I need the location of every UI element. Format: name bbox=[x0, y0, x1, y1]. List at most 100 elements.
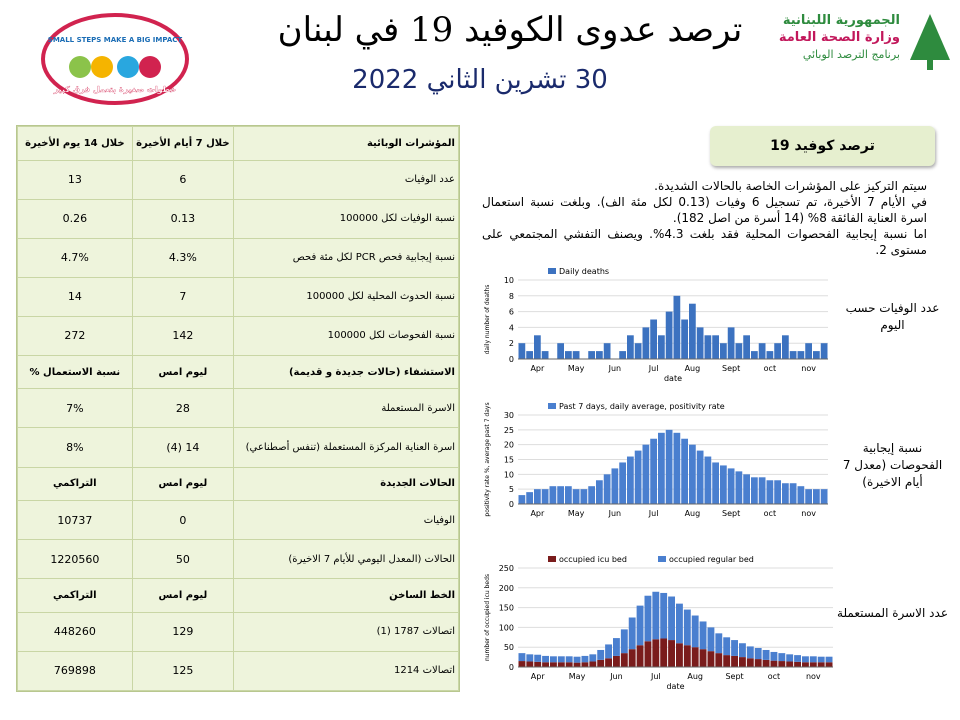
table-cell: الحالات (المعدل اليومي للأيام 7 الاخيرة) bbox=[233, 539, 459, 580]
table-row: 448260 129 اتصالات 1787 (1) bbox=[17, 611, 459, 652]
table-row: 7% 28 الاسرة المستعملة bbox=[17, 388, 459, 429]
table-cell: 10737 bbox=[17, 500, 133, 541]
bar bbox=[778, 661, 786, 667]
table-cell: 6 bbox=[131, 159, 235, 200]
table-row: 13 6 عدد الوفيات bbox=[17, 159, 459, 200]
bar bbox=[751, 351, 758, 359]
x-tick-label: Apr bbox=[530, 364, 545, 373]
y-axis-label: daily number of deaths bbox=[484, 285, 491, 355]
logo-icon bbox=[117, 56, 139, 78]
bar bbox=[774, 480, 781, 504]
bar bbox=[550, 656, 557, 663]
bar bbox=[762, 659, 770, 667]
figure: 0 5 10 15 20 25 30 positivity rate %, average p… bbox=[484, 402, 828, 518]
table-cell: 28 bbox=[131, 388, 235, 429]
table-cell: خلال 14 يوم الأخيرة bbox=[17, 126, 133, 161]
table-cell: 0.26 bbox=[17, 198, 133, 239]
bar bbox=[743, 335, 750, 359]
x-tick-label: Sept bbox=[725, 672, 743, 681]
bar bbox=[597, 659, 605, 667]
bar bbox=[636, 605, 644, 646]
bar bbox=[603, 343, 611, 359]
bar bbox=[673, 432, 681, 504]
bar bbox=[668, 596, 675, 641]
bar bbox=[605, 644, 612, 659]
x-tick-label: Jul bbox=[650, 672, 661, 681]
table-cell: (4) 14 bbox=[131, 427, 235, 468]
bar bbox=[712, 335, 719, 359]
legend-swatch bbox=[548, 268, 556, 274]
y-tick-label: 5 bbox=[509, 485, 514, 494]
logo-icon bbox=[69, 56, 91, 78]
x-tick-label: Jul bbox=[648, 509, 659, 518]
x-tick-label: oct bbox=[764, 509, 776, 518]
indicator-table: خلال 14 يوم الأخيرة خلال 7 أيام الأخيرة ال… bbox=[16, 125, 460, 692]
bar bbox=[634, 450, 642, 504]
y-axis-label: number of occupied icu beds bbox=[484, 574, 491, 661]
x-tick-label: Aug bbox=[685, 509, 701, 518]
ministry-line: الجمهورية اللبنانية bbox=[782, 13, 900, 28]
bar bbox=[789, 483, 797, 504]
bar bbox=[691, 647, 699, 667]
bar bbox=[825, 656, 833, 663]
bar bbox=[588, 486, 595, 504]
table-cell: 4.7% bbox=[17, 237, 133, 278]
table-cell: 50 bbox=[131, 539, 235, 580]
bar bbox=[573, 662, 581, 667]
bar bbox=[613, 655, 620, 667]
bar bbox=[518, 653, 526, 662]
bar bbox=[727, 327, 735, 359]
bar bbox=[557, 656, 565, 663]
bar bbox=[712, 462, 719, 504]
bar bbox=[696, 450, 704, 504]
bar bbox=[735, 471, 743, 504]
bar bbox=[589, 654, 597, 662]
bar bbox=[557, 662, 565, 667]
table-cell: 0.13 bbox=[131, 198, 235, 239]
bar bbox=[681, 438, 688, 504]
bar bbox=[620, 653, 628, 667]
bar bbox=[707, 627, 715, 652]
bar bbox=[597, 649, 605, 660]
bar bbox=[550, 662, 557, 667]
x-axis-label: date bbox=[664, 374, 682, 383]
table-cell: 142 bbox=[131, 315, 235, 356]
table-cell: التراكمي bbox=[17, 466, 133, 502]
bar bbox=[820, 489, 828, 504]
bar bbox=[518, 661, 526, 667]
x-tick-label: Jun bbox=[609, 672, 623, 681]
bar bbox=[782, 335, 789, 359]
bar bbox=[644, 595, 652, 642]
table-cell: 125 bbox=[131, 650, 235, 692]
bar bbox=[581, 655, 589, 663]
bar bbox=[707, 651, 715, 667]
bar bbox=[534, 335, 541, 359]
ministry-line: وزارة الصحة العامة bbox=[778, 30, 900, 45]
x-tick-label: Sept bbox=[722, 509, 740, 518]
bar bbox=[699, 649, 707, 667]
legend-swatch bbox=[658, 556, 666, 562]
bar bbox=[619, 351, 626, 359]
bar bbox=[565, 662, 573, 667]
y-tick-label: 10 bbox=[504, 276, 514, 285]
bar bbox=[786, 654, 794, 662]
bar bbox=[743, 474, 750, 504]
y-tick-label: 20 bbox=[504, 441, 514, 450]
table-cell: 448260 bbox=[17, 611, 133, 652]
bar bbox=[526, 661, 534, 667]
bar bbox=[620, 629, 628, 654]
bar bbox=[727, 468, 735, 504]
bar bbox=[652, 591, 660, 640]
bar bbox=[762, 649, 770, 660]
bar bbox=[720, 465, 727, 504]
logo-icon bbox=[139, 56, 161, 78]
summary-line: اما نسبة إيجابية الفحصوات المحلية فقد بل… bbox=[482, 227, 927, 257]
logo-text: SMALL STEPS MAKE A BIG IMPACT bbox=[48, 36, 183, 44]
bar bbox=[526, 492, 533, 504]
bar bbox=[665, 429, 673, 504]
table-cell: 129 bbox=[131, 611, 235, 652]
bar bbox=[596, 351, 603, 359]
y-tick-label: 2 bbox=[509, 339, 514, 348]
table-row: 10737 0 الوفيات bbox=[17, 500, 459, 541]
